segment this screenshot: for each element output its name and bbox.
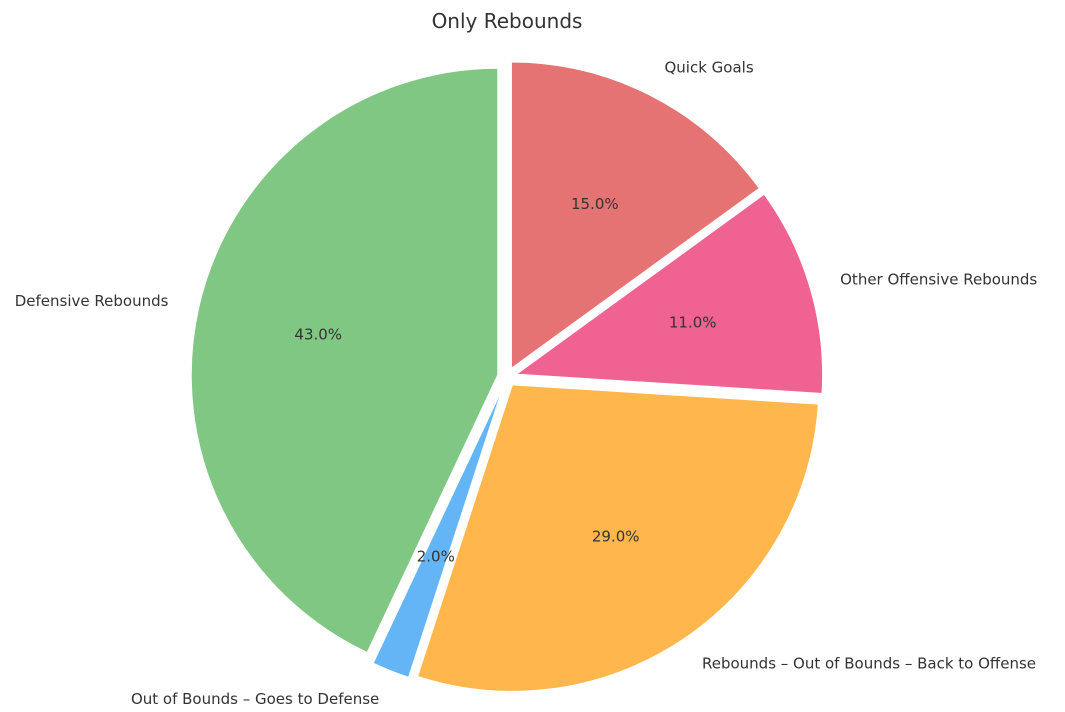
percent-labels: 15.0% 11.0% 29.0% 2.0% 43.0%: [294, 195, 716, 565]
pie-slice-out-of-bounds-goes-to-defense: [371, 385, 505, 679]
pie-slice-defensive-rebounds: [190, 67, 499, 654]
slice-label-out-of-bounds-goes-to-defense: Out of Bounds – Goes to Defense: [131, 690, 379, 708]
pie-slice-rebounds-out-of-bounds-back-to-offense: [416, 383, 820, 693]
percent-label-quick-goals: 15.0%: [571, 195, 619, 213]
percent-label-out-of-bounds-goes-to-defense: 2.0%: [417, 547, 455, 565]
pie-slice-quick-goals: [510, 61, 761, 371]
percent-label-rebounds-out-of-bounds-back-to-offense: 29.0%: [592, 527, 640, 545]
slice-label-rebounds-out-of-bounds-back-to-offense: Rebounds – Out of Bounds – Back to Offen…: [702, 654, 1036, 672]
pie-slices: [190, 61, 824, 693]
slice-label-defensive-rebounds: Defensive Rebounds: [15, 292, 169, 310]
slice-label-quick-goals: Quick Goals: [664, 58, 753, 76]
chart-title: Only Rebounds: [432, 9, 583, 33]
percent-label-other-offensive-rebounds: 11.0%: [669, 314, 717, 332]
pie-slice-other-offensive-rebounds: [513, 192, 824, 395]
slice-labels: Quick Goals Other Offensive Rebounds Rebou…: [15, 58, 1038, 708]
slice-label-other-offensive-rebounds: Other Offensive Rebounds: [840, 271, 1037, 289]
percent-label-defensive-rebounds: 43.0%: [294, 325, 342, 343]
